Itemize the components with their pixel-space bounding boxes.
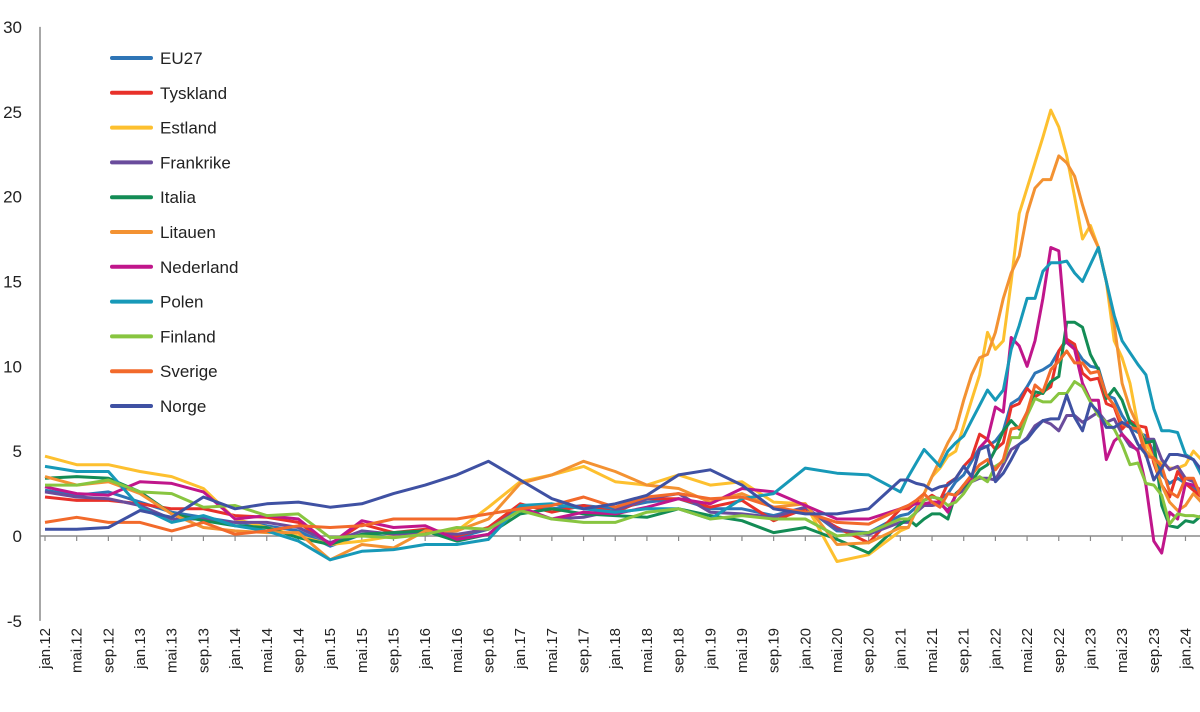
series-line-finland xyxy=(45,380,1200,540)
x-tick-label: mai.15 xyxy=(354,628,371,673)
x-tick-label: mai.16 xyxy=(449,628,466,673)
legend-label: Polen xyxy=(160,293,203,312)
series-line-italia xyxy=(44,320,1200,555)
legend-label: Nederland xyxy=(160,258,238,277)
x-tick-label: jan.14 xyxy=(227,628,244,670)
legend-label: Frankrike xyxy=(160,153,231,172)
x-tick-label: sep.22 xyxy=(1051,628,1068,673)
legend-label: Sverige xyxy=(160,362,218,381)
x-tick-label: jan.20 xyxy=(797,628,814,670)
x-tick-label: sep.18 xyxy=(671,628,688,673)
legend-label: Finland xyxy=(160,327,216,346)
x-tick-label: mai.22 xyxy=(1019,628,1036,673)
x-tick-label: mai.21 xyxy=(924,628,941,673)
legend-label: Estland xyxy=(160,119,217,138)
x-tick-label: mai.20 xyxy=(829,628,846,673)
legend-label: Italia xyxy=(160,188,196,207)
y-tick-label: 5 xyxy=(13,442,22,461)
x-tick-label: mai.13 xyxy=(164,628,181,673)
x-tick-label: jan.19 xyxy=(702,628,719,670)
series-line-sverige xyxy=(44,349,1200,536)
x-tick-label: mai.18 xyxy=(639,628,656,673)
y-tick-label: 10 xyxy=(3,357,22,376)
x-tick-label: jan.22 xyxy=(987,628,1004,670)
x-tick-label: sep.21 xyxy=(956,628,973,673)
series-line-litauen xyxy=(44,154,1200,562)
series-line-estland xyxy=(44,108,1200,563)
series-line-nederland xyxy=(44,246,1200,555)
x-tick-label: sep.12 xyxy=(100,628,117,673)
series-line-norge xyxy=(45,393,1200,531)
series-line-polen xyxy=(44,246,1200,562)
x-tick-label: sep.17 xyxy=(576,628,593,673)
x-tick-label: jan.24 xyxy=(1177,628,1194,670)
y-tick-label: 30 xyxy=(3,18,22,37)
legend-label: Norge xyxy=(160,397,206,416)
legend-label: EU27 xyxy=(160,49,203,68)
x-tick-label: jan.15 xyxy=(322,628,339,670)
x-tick-label: jan.13 xyxy=(132,628,149,670)
x-tick-label: sep.20 xyxy=(861,628,878,673)
x-tick-label: jan.16 xyxy=(417,628,434,670)
y-tick-label: 15 xyxy=(3,272,22,291)
x-tick-label: sep.14 xyxy=(290,628,307,673)
x-tick-label: jan.23 xyxy=(1082,628,1099,670)
legend-label: Litauen xyxy=(160,223,216,242)
y-tick-label: 20 xyxy=(3,188,22,207)
y-tick-label: 0 xyxy=(13,527,22,546)
x-tick-label: jan.18 xyxy=(607,628,624,670)
x-tick-label: mai.14 xyxy=(259,628,276,673)
x-tick-label: mai.23 xyxy=(1114,628,1131,673)
legend-label: Tyskland xyxy=(160,84,227,103)
y-tick-label: -5 xyxy=(7,612,22,631)
x-tick-label: mai.17 xyxy=(544,628,561,673)
x-tick-label: jan.21 xyxy=(892,628,909,670)
x-tick-label: mai.12 xyxy=(69,628,86,673)
x-tick-label: sep.16 xyxy=(481,628,498,673)
x-tick-label: sep.13 xyxy=(195,628,212,673)
x-tick-label: jan.12 xyxy=(37,628,54,670)
x-tick-label: sep.19 xyxy=(766,628,783,673)
x-tick-label: mai.19 xyxy=(734,628,751,673)
x-tick-label: jan.17 xyxy=(512,628,529,670)
y-tick-label: 25 xyxy=(3,103,22,122)
x-tick-label: sep.15 xyxy=(385,628,402,673)
x-tick-label: sep.23 xyxy=(1146,628,1163,673)
